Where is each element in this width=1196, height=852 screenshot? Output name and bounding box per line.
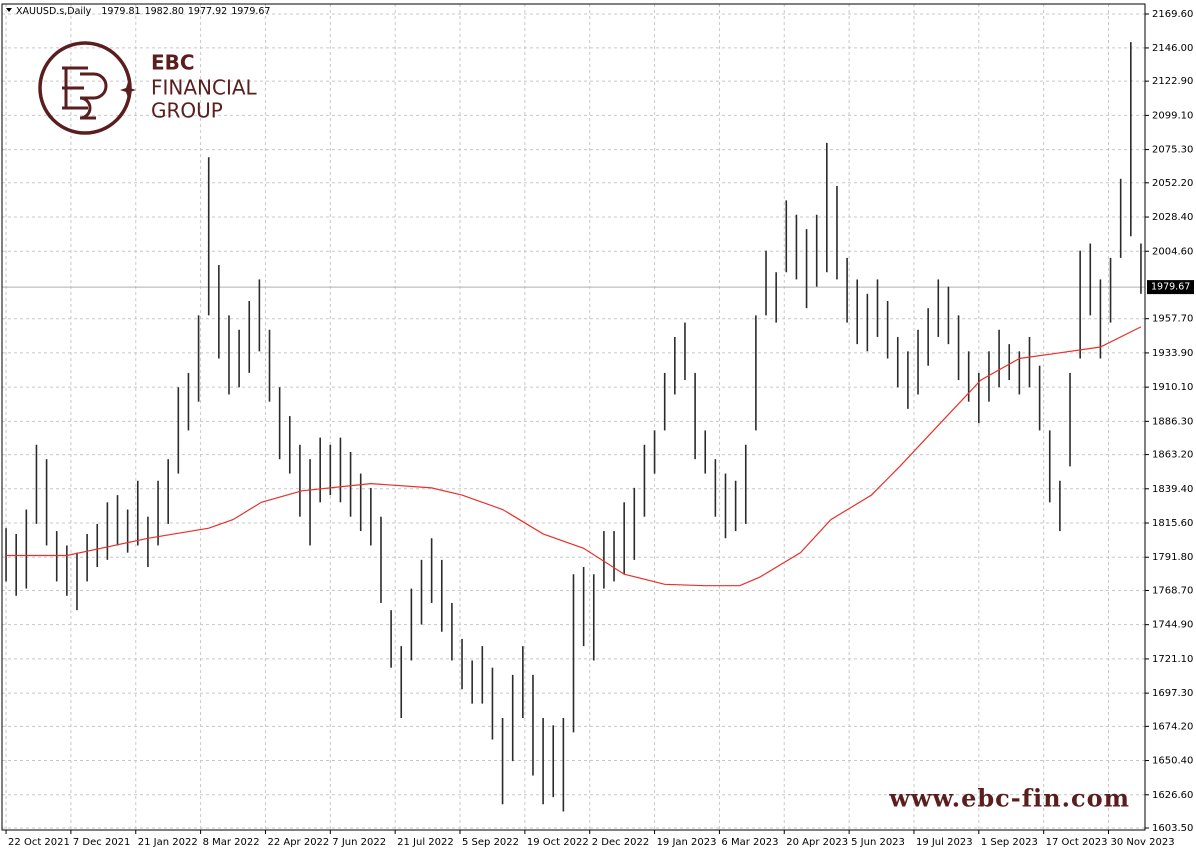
y-tick-label: 1839.40	[1152, 484, 1193, 495]
y-tick-label: 1650.40	[1152, 756, 1193, 767]
header: XAUUSD.s,Daily 1979.81 1982.80 1977.92 1979.…	[16, 6, 270, 17]
brand-line: FINANCIAL	[151, 76, 258, 100]
y-tick-label: 1933.90	[1152, 348, 1193, 359]
y-tick-label: 1863.20	[1152, 450, 1193, 461]
brand-line: GROUP	[151, 99, 223, 123]
x-tick-label: 22 Apr 2022	[267, 837, 329, 848]
header-value: 1977.92	[188, 6, 227, 17]
y-tick-label: 2099.10	[1152, 110, 1193, 121]
y-tick-label: 1815.60	[1152, 518, 1193, 529]
watermark: www.ebc-fin.com	[888, 784, 1130, 813]
y-tick-label: 1957.70	[1152, 314, 1193, 325]
marks	[5, 42, 1142, 812]
x-tick-label: 5 Sep 2022	[462, 837, 519, 848]
y-tick-label: 2169.60	[1152, 9, 1193, 20]
y-tick-label: 2004.60	[1152, 246, 1193, 257]
x-tick-label: 30 Nov 2023	[1111, 837, 1175, 848]
last-price-label: 1979.67	[1151, 282, 1190, 293]
symbol: XAUUSD.s,Daily	[16, 6, 92, 17]
plot-frame	[1, 3, 1146, 831]
y-tick-label: 1674.20	[1152, 721, 1193, 732]
x-tick-label: 19 Jan 2023	[657, 837, 717, 848]
x-tick-label: 6 Mar 2023	[721, 837, 778, 848]
y-tick-label: 1721.10	[1152, 654, 1193, 665]
x-tick-label: 1 Sep 2023	[981, 837, 1038, 848]
x-tick-label: 8 Mar 2022	[203, 837, 260, 848]
x-tick-label: 20 Apr 2023	[786, 837, 848, 848]
y-tick-label: 2146.00	[1152, 43, 1193, 54]
x-tick-label: 19 Jul 2023	[916, 837, 973, 848]
y-tick-label: 1744.90	[1152, 620, 1193, 631]
y-tick-label: 1768.70	[1152, 585, 1193, 596]
y-tick-label: 1697.30	[1152, 688, 1193, 699]
header-value: 1982.80	[145, 6, 184, 17]
y-tick-label: 1626.60	[1152, 790, 1193, 801]
x-tick-label: 19 Oct 2022	[527, 837, 589, 848]
y-tick-label: 1603.50	[1152, 823, 1193, 834]
y-tick-label: 2052.20	[1152, 178, 1193, 189]
header-arrow	[6, 8, 12, 12]
y-tick-label: 1791.80	[1152, 552, 1193, 563]
brand-name: EBC	[151, 51, 195, 75]
x-tick-label: 7 Jun 2022	[332, 837, 386, 848]
logo-glyph	[62, 66, 108, 120]
y-tick-label: 1910.10	[1152, 382, 1193, 393]
logo-star	[120, 82, 136, 98]
y-tick-label: 1886.30	[1152, 416, 1193, 427]
y-tick-label: 2028.40	[1152, 212, 1193, 223]
x-tick-label: 21 Jan 2022	[138, 837, 198, 848]
x-tick-label: 22 Oct 2021	[8, 837, 70, 848]
x-tick-label: 2 Dec 2022	[592, 837, 650, 848]
moving-average	[6, 326, 1142, 587]
logo: EBC FINANCIAL GROUP	[38, 41, 258, 135]
header-value: 1979.81	[101, 6, 140, 17]
y-tick-label: 2122.90	[1152, 76, 1193, 87]
header-value: 1979.67	[231, 6, 270, 17]
x-tick-label: 5 Jun 2023	[851, 837, 905, 848]
x-tick-label: 7 Dec 2021	[73, 837, 131, 848]
x-tick-label: 21 Jul 2022	[397, 837, 454, 848]
x-tick-label: 17 Oct 2023	[1046, 837, 1108, 848]
last-price-box	[1147, 280, 1194, 295]
y-tick-label: 2075.30	[1152, 145, 1193, 156]
